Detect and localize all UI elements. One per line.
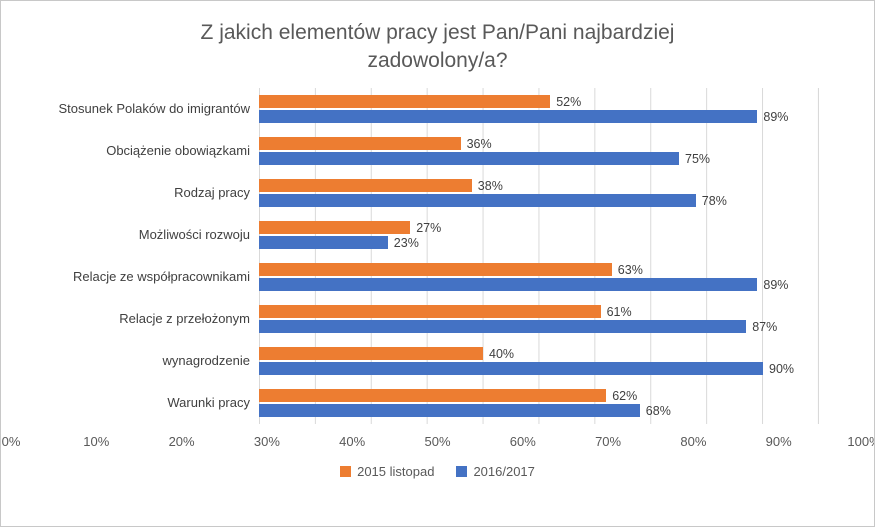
legend-item: 2015 listopad xyxy=(340,464,434,479)
x-tick-label: 60% xyxy=(509,434,536,450)
chart-title: Z jakich elementów pracy jest Pan/Pani n… xyxy=(200,21,675,72)
bar-group: 62% 68% xyxy=(259,382,819,424)
bar-group: 40% 90% xyxy=(259,340,819,382)
bar-2015-listopad xyxy=(259,221,411,235)
value-label: 61% xyxy=(606,304,632,319)
bar-line: 87% xyxy=(259,319,819,334)
category-row: Relacje ze współpracownikami 63% 89% xyxy=(11,256,864,298)
x-tick-label: 70% xyxy=(595,434,622,450)
value-label: 36% xyxy=(466,136,492,151)
category-row: Rodzaj pracy 38% 78% xyxy=(11,172,864,214)
bar-line: 89% xyxy=(259,277,819,292)
x-tick-label: 10% xyxy=(83,434,110,450)
legend-label: 2015 listopad xyxy=(357,464,435,480)
bar-2015-listopad xyxy=(259,179,472,193)
bar-line: 89% xyxy=(259,109,819,124)
bar-rows: Stosunek Polaków do imigrantów 52% 89% Obci… xyxy=(11,88,864,424)
category-label: wynagrodzenie xyxy=(162,352,250,368)
value-label: 62% xyxy=(612,388,638,403)
category-label: Warunki pracy xyxy=(167,394,250,410)
category-label: Możliwości rozwoju xyxy=(138,226,250,242)
bar-group: 27% 23% xyxy=(259,214,819,256)
bar-2016-2017 xyxy=(259,152,679,166)
x-tick-label: 80% xyxy=(680,434,707,450)
bar-line: 61% xyxy=(259,304,819,319)
bar-2016-2017 xyxy=(259,278,758,292)
category-label: Rodzaj pracy xyxy=(174,184,250,200)
bar-line: 63% xyxy=(259,262,819,277)
category-label: Stosunek Polaków do imigrantów xyxy=(58,100,251,116)
bar-group: 61% 87% xyxy=(259,298,819,340)
bar-line: 40% xyxy=(259,346,819,361)
bar-line: 90% xyxy=(259,361,819,376)
x-tick-label: 90% xyxy=(765,434,792,450)
value-label: 89% xyxy=(763,277,789,292)
legend-swatch xyxy=(456,466,468,478)
bar-group: 63% 89% xyxy=(259,256,819,298)
legend-label: 2016/2017 xyxy=(473,464,535,480)
bar-line: 68% xyxy=(259,403,819,418)
value-label: 38% xyxy=(477,178,503,193)
value-label: 23% xyxy=(393,235,419,250)
bar-2015-listopad xyxy=(259,389,607,403)
category-row: wynagrodzenie 40% 90% xyxy=(11,340,864,382)
bar-line: 36% xyxy=(259,136,819,151)
bar-2016-2017 xyxy=(259,404,640,418)
bar-line: 78% xyxy=(259,193,819,208)
value-label: 52% xyxy=(556,94,582,109)
value-label: 90% xyxy=(769,361,795,376)
category-row: Relacje z przełożonym 61% 87% xyxy=(11,298,864,340)
value-label: 63% xyxy=(617,262,643,277)
bar-line: 62% xyxy=(259,388,819,403)
legend: 2015 listopad 2016/2017 xyxy=(11,464,864,479)
value-label: 40% xyxy=(489,346,515,361)
legend-item: 2016/2017 xyxy=(456,464,535,480)
bar-group: 36% 75% xyxy=(259,130,819,172)
bar-group: 52% 89% xyxy=(259,88,819,130)
value-label: 89% xyxy=(763,109,789,124)
bar-2015-listopad xyxy=(259,263,612,277)
bar-2016-2017 xyxy=(259,362,763,376)
legend-swatch xyxy=(340,466,352,478)
x-tick-label: 20% xyxy=(168,434,195,450)
plot-area: Stosunek Polaków do imigrantów 52% 89% Obci… xyxy=(11,88,864,425)
bar-2015-listopad xyxy=(259,305,601,319)
value-label: 75% xyxy=(685,151,711,166)
category-label: Obciążenie obowiązkami xyxy=(106,142,250,158)
bar-line: 23% xyxy=(259,235,819,250)
x-tick-label: 50% xyxy=(424,434,451,450)
bar-2016-2017 xyxy=(259,194,696,208)
value-label: 78% xyxy=(701,193,727,208)
x-tick-label: 30% xyxy=(253,434,280,450)
bar-2016-2017 xyxy=(259,110,758,124)
x-tick-label: 100% xyxy=(847,434,874,450)
category-row: Możliwości rozwoju 27% 23% xyxy=(11,214,864,256)
x-axis: 0% 10% 20% 30% 40% 50% 60% 70% 80% 90% 100% xyxy=(2,428,874,452)
category-row: Warunki pracy 62% 68% xyxy=(11,382,864,424)
bar-line: 52% xyxy=(259,94,819,109)
bar-group: 38% 78% xyxy=(259,172,819,214)
bar-2016-2017 xyxy=(259,236,388,250)
bar-2015-listopad xyxy=(259,137,461,151)
value-label: 68% xyxy=(645,403,671,418)
category-label: Relacje ze współpracownikami xyxy=(72,268,250,284)
x-tick-label: 0% xyxy=(1,434,21,450)
category-label: Relacje z przełożonym xyxy=(119,310,250,326)
category-row: Obciążenie obowiązkami 36% 75% xyxy=(11,130,864,172)
bar-line: 38% xyxy=(259,178,819,193)
value-label: 87% xyxy=(752,319,778,334)
bar-line: 27% xyxy=(259,220,819,235)
x-tick-label: 40% xyxy=(339,434,366,450)
bar-2015-listopad xyxy=(259,95,551,109)
bar-line: 75% xyxy=(259,151,819,166)
value-label: 27% xyxy=(416,220,442,235)
bar-2015-listopad xyxy=(259,347,483,361)
bar-2016-2017 xyxy=(259,320,747,334)
category-row: Stosunek Polaków do imigrantów 52% 89% xyxy=(11,88,864,130)
